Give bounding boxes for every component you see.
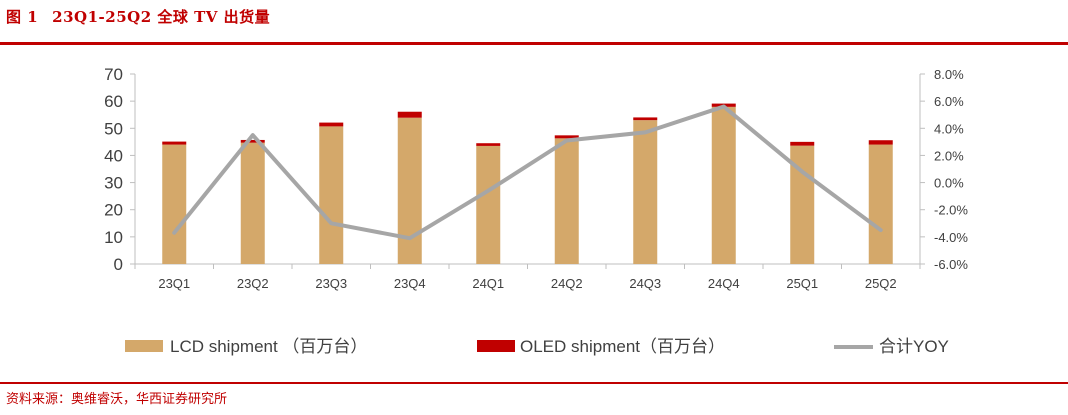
lcd-bar: [476, 146, 500, 264]
x-tick-label: 23Q1: [158, 276, 190, 291]
legend-swatch-oled: [477, 340, 515, 352]
oled-bar: [319, 123, 343, 127]
lcd-bar: [633, 120, 657, 264]
figure-title-text: 23Q1-25Q2 全球 TV 出货量: [52, 8, 270, 26]
lcd-bar: [398, 118, 422, 264]
oled-bar: [869, 140, 893, 144]
legend-label-lcd: LCD shipment （百万台）: [170, 337, 367, 356]
yoy-line: [174, 107, 881, 239]
legend-swatch-lcd: [125, 340, 163, 352]
right-tick-label: -6.0%: [934, 257, 968, 272]
lcd-bar: [162, 145, 186, 264]
legend-label-oled: OLED shipment（百万台）: [520, 337, 725, 356]
x-tick-label: 24Q2: [551, 276, 583, 291]
right-tick-label: 6.0%: [934, 94, 964, 109]
shipment-chart: 0 10 20 30 40 50 60 70 -6.0% -4.0% -2.0% 0.0% 2.0% 4.…: [0, 45, 1068, 415]
legend-label-yoy: 合计YOY: [879, 337, 949, 356]
oled-bar: [790, 142, 814, 146]
right-tick-label: -4.0%: [934, 230, 968, 245]
lcd-bar: [241, 143, 265, 264]
x-tick-label: 23Q3: [315, 276, 347, 291]
right-tick-label: 2.0%: [934, 148, 964, 163]
right-tick-label: 8.0%: [934, 67, 964, 82]
oled-bar: [398, 112, 422, 118]
lcd-bar: [712, 107, 736, 264]
oled-bar: [476, 143, 500, 146]
right-tick-label: 4.0%: [934, 121, 964, 136]
left-tick-label: 40: [104, 146, 123, 165]
lcd-bar: [555, 138, 579, 264]
left-tick-label: 30: [104, 174, 123, 193]
oled-bar: [633, 117, 657, 120]
source-note: 资料来源：奥维睿沃，华西证券研究所: [6, 388, 227, 407]
x-tick-label: 25Q2: [865, 276, 897, 291]
left-tick-label: 20: [104, 201, 123, 220]
lcd-bar: [869, 145, 893, 264]
x-tick-label: 24Q3: [629, 276, 661, 291]
figure-number: 图 1: [6, 8, 38, 26]
left-tick-label: 10: [104, 228, 123, 247]
x-tick-label: 25Q1: [786, 276, 818, 291]
figure-title: 图 1 23Q1-25Q2 全球 TV 出货量: [6, 6, 270, 27]
x-tick-label: 23Q4: [394, 276, 426, 291]
left-tick-label: 0: [114, 255, 123, 274]
x-tick-label: 23Q2: [237, 276, 269, 291]
left-tick-label: 50: [104, 119, 123, 138]
left-tick-label: 60: [104, 92, 123, 111]
x-tick-label: 24Q1: [472, 276, 504, 291]
footer-rule: [0, 382, 1068, 384]
oled-bar: [162, 142, 186, 145]
right-tick-label: -2.0%: [934, 203, 968, 218]
right-tick-label: 0.0%: [934, 176, 964, 191]
lcd-bar: [319, 126, 343, 264]
x-tick-label: 24Q4: [708, 276, 740, 291]
left-tick-label: 70: [104, 65, 123, 84]
